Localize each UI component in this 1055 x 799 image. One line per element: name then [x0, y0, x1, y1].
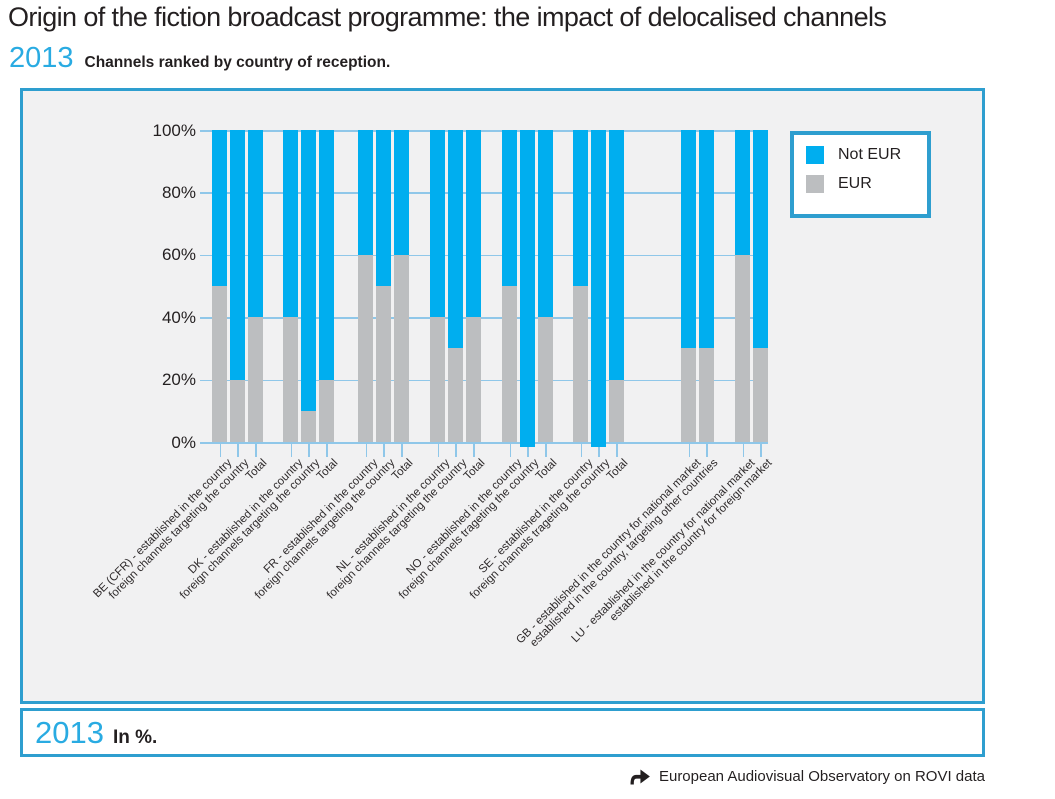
bar-segment-eur [465, 317, 481, 442]
x-axis-tick [383, 442, 385, 457]
curved-right-arrow-icon [630, 769, 650, 785]
y-axis-tick-label: 20% [161, 370, 196, 390]
gridline [200, 442, 768, 444]
x-axis-tick [527, 442, 529, 457]
bar-segment-not-eur [247, 130, 263, 318]
bar-segment-not-eur [283, 130, 298, 318]
bar-segment-eur [229, 379, 245, 442]
bar-segment-not-eur [590, 130, 606, 447]
x-axis-tick [688, 442, 690, 457]
x-axis-tick [706, 442, 708, 457]
bar-segment-not-eur [393, 130, 409, 255]
footer-year: 2013 [35, 715, 104, 750]
x-axis-tick [437, 442, 439, 457]
bar-segment-eur [247, 317, 263, 442]
x-axis-tick [290, 442, 292, 457]
bar-segment-eur [608, 379, 624, 442]
source-row: European Audiovisual Observatory on ROVI… [628, 768, 985, 785]
bar-segment-eur [430, 317, 445, 442]
legend-label-not-eur: Not EUR [838, 146, 902, 163]
bar-segment-eur [318, 379, 334, 442]
x-axis-tick [255, 442, 257, 457]
figure-subtitle: 2013 Channels ranked by country of recep… [9, 42, 390, 75]
source-text: European Audiovisual Observatory on ROVI… [658, 768, 985, 785]
subtitle-text: Channels ranked by country of reception. [84, 54, 391, 71]
gridline [200, 192, 768, 194]
figure-title: Origin of the fiction broadcast programm… [8, 2, 887, 32]
x-axis-tick [326, 442, 328, 457]
bar-segment-not-eur [698, 130, 714, 349]
bar-segment-eur [447, 348, 463, 442]
bar-segment-eur [358, 254, 373, 442]
x-axis-tick [580, 442, 582, 457]
bar-segment-eur [537, 317, 553, 442]
bar-segment-eur [300, 410, 316, 442]
x-axis-tick [455, 442, 457, 457]
bar-segment-eur [375, 286, 391, 442]
x-axis-tick [308, 442, 310, 457]
not-eur-swatch-icon [806, 146, 824, 164]
y-axis-tick-label: 100% [152, 120, 196, 140]
x-axis-tick [401, 442, 403, 457]
bar-segment-not-eur [318, 130, 334, 380]
bar-segment-eur [573, 286, 588, 442]
bar-segment-not-eur [681, 130, 696, 349]
bar-segment-not-eur [212, 130, 227, 286]
gridline [200, 379, 768, 382]
bar-segment-not-eur [465, 130, 481, 318]
y-axis-tick-label: 0% [171, 432, 196, 452]
bar-segment-not-eur [430, 130, 445, 318]
bar-segment-not-eur [447, 130, 463, 349]
bar-segment-eur [283, 317, 298, 442]
subtitle-year: 2013 [9, 42, 74, 74]
y-axis-tick-label: 80% [161, 182, 196, 202]
x-axis-tick [365, 442, 367, 457]
bar-segment-eur [502, 286, 517, 442]
y-axis-tick-label: 60% [161, 245, 196, 265]
gridline [200, 130, 768, 132]
bar-segment-eur [212, 286, 227, 442]
bar-segment-eur [698, 348, 714, 442]
eur-swatch-icon [806, 175, 824, 193]
bar-segment-not-eur [229, 130, 245, 380]
x-axis-tick [545, 442, 547, 457]
chart-legend: Not EUR EUR [790, 131, 931, 218]
x-axis-tick [760, 442, 762, 457]
bar-segment-not-eur [537, 130, 553, 318]
bar-segment-not-eur [375, 130, 391, 286]
x-axis-tick [473, 442, 475, 457]
bar-segment-not-eur [502, 130, 517, 286]
x-axis-tick [219, 442, 221, 457]
gridline [200, 317, 768, 319]
bar-segment-not-eur [735, 130, 750, 255]
bar-segment-not-eur [573, 130, 588, 286]
bar-segment-not-eur [358, 130, 373, 255]
bar-segment-not-eur [300, 130, 316, 411]
x-axis-tick [509, 442, 511, 457]
x-axis-tick [237, 442, 239, 457]
bar-segment-not-eur [752, 130, 768, 349]
bar-segment-eur [393, 254, 409, 442]
legend-label-eur: EUR [838, 175, 872, 192]
x-axis-tick [616, 442, 618, 457]
y-axis-tick-label: 40% [161, 307, 196, 327]
x-axis-tick [742, 442, 744, 457]
footer-note: In %. [112, 727, 158, 748]
legend-item-not-eur: Not EUR [806, 146, 927, 164]
x-axis-tick [598, 442, 600, 457]
footer-box: 2013 In %. [20, 708, 985, 757]
bar-segment-eur [752, 348, 768, 442]
bar-segment-not-eur [608, 130, 624, 380]
legend-item-eur: EUR [806, 175, 927, 193]
gridline [200, 254, 768, 257]
bar-segment-eur [735, 254, 750, 442]
bar-segment-not-eur [519, 130, 535, 447]
bar-segment-eur [681, 348, 696, 442]
chart-panel: 100% 80% 60% 40% 20% 0% BE (CFR) - established… [20, 88, 985, 704]
